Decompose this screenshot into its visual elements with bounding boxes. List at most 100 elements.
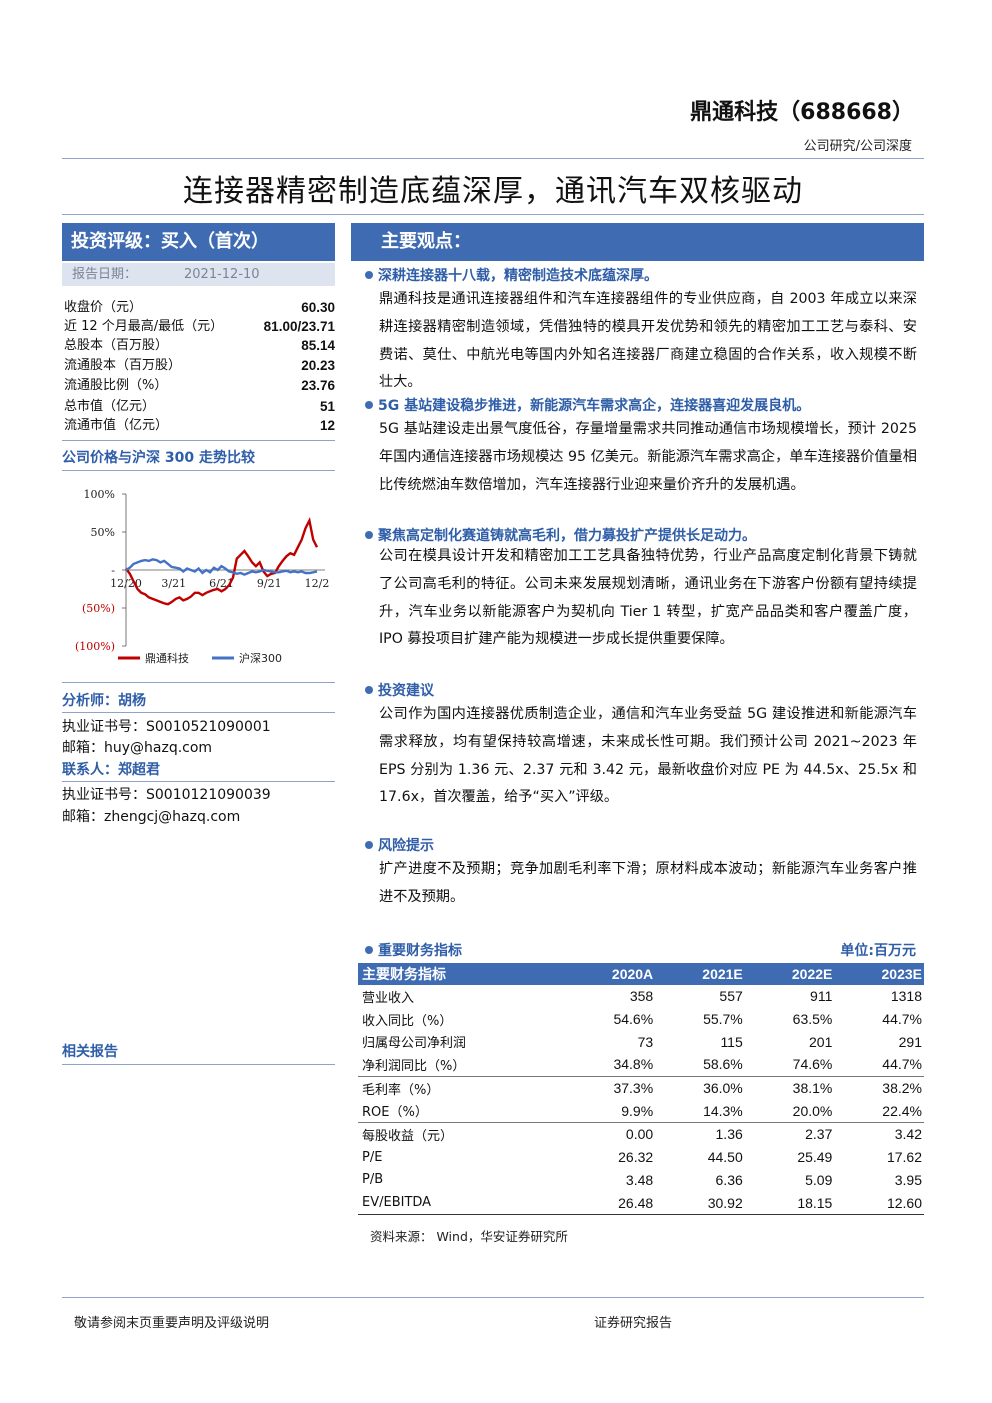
stat-label: 收盘价（元） (64, 300, 143, 315)
stat-value: 81.00/23.71 (263, 319, 335, 334)
table-cell: 44.50 (707, 1149, 743, 1166)
column-header: 主要财务指标 (358, 963, 564, 985)
table-cell: 3.42 (834, 1122, 924, 1146)
table-cell: 18.15 (744, 1191, 835, 1215)
stat-value: 60.30 (301, 300, 335, 315)
table-cell: 37.3% (564, 1075, 656, 1100)
financials-unit: 单位:百万元 (840, 943, 916, 959)
table-cell: 44.7% (882, 1011, 922, 1028)
main-views-heading: 主要观点： (351, 223, 924, 261)
header-divider (62, 158, 924, 159)
table-cell: 3.95 (894, 1171, 922, 1188)
row-label: P/E (362, 1149, 383, 1165)
table-cell: 34.8% (613, 1056, 654, 1073)
stat-value: 85.14 (301, 338, 335, 353)
y-tick-label: 50% (91, 526, 115, 539)
table-cell: 38.1% (744, 1075, 835, 1100)
row-label: 毛利率（%） (358, 1075, 564, 1100)
table-cell: 44.7% (882, 1056, 922, 1073)
table-cell: 25.49 (797, 1149, 833, 1166)
table-row: P/E 26.32 44.50 25.49 17.62 (358, 1146, 924, 1169)
table-cell: 30.92 (655, 1191, 745, 1215)
table-cell: 73 (637, 1033, 654, 1050)
table-row: EV/EBITDA 26.48 30.92 18.15 12.60 (358, 1191, 924, 1215)
table-row: 净利润同比（%） 34.8% 58.6% 74.6% 44.7% (358, 1053, 924, 1076)
x-tick-label: 12/2 (305, 577, 330, 590)
table-cell: 26.32 (618, 1149, 654, 1166)
view-bullet-text: 聚焦高定制化赛道铸就高毛利，借力募投扩产提供长足动力。 (378, 528, 756, 544)
report-date: 2021-12-10 (184, 267, 260, 282)
x-tick-label: 3/21 (161, 577, 186, 590)
footer-report-type: 证券研究报告 (594, 1316, 673, 1331)
data-source: 资料来源： Wind，华安证券研究所 (370, 1229, 568, 1244)
stat-label: 总股本（百万股） (64, 338, 169, 353)
y-tick-label: 100% (84, 488, 115, 501)
view-bullet-text: 深耕连接器十八载，精密制造技术底蕴深厚。 (378, 268, 658, 284)
table-cell: 2.37 (744, 1122, 835, 1146)
view-paragraph: 鼎通科技是通讯连接器组件和汽车连接器组件的专业供应商，自 2003 年成立以来深… (379, 291, 917, 391)
financials-heading: 重要财务指标 (365, 940, 462, 960)
investment-rating: 投资评级：买入（首次） (62, 223, 335, 261)
footer-disclaimer: 敬请参阅末页重要声明及评级说明 (74, 1316, 270, 1331)
table-cell: 3.48 (625, 1171, 654, 1188)
stat-label: 流通股比例（%） (64, 378, 168, 393)
row-label: 每股收益（元） (358, 1122, 564, 1146)
bullet-dot-icon (365, 271, 373, 279)
row-label: 净利润同比（%） (362, 1058, 466, 1074)
series-line-dingtong (125, 516, 319, 606)
table-cell: 22.4% (882, 1102, 922, 1119)
table-cell: 1.36 (655, 1122, 745, 1146)
table-cell: 36.0% (655, 1075, 745, 1100)
table-row: 归属母公司净利润 73 115 201 291 (358, 1030, 924, 1053)
table-cell: 5.09 (805, 1171, 833, 1188)
view-bullet: 聚焦高定制化赛道铸就高毛利，借力募投扩产提供长足动力。 (365, 525, 925, 545)
stat-value: 23.76 (301, 378, 335, 393)
section-divider (62, 440, 335, 441)
row-label: 收入同比（%） (362, 1013, 453, 1029)
stat-value: 12 (319, 418, 335, 433)
footer-divider (62, 1297, 924, 1298)
contact-name: 联系人：郑超君 (62, 762, 160, 778)
table-cell: 63.5% (792, 1011, 833, 1028)
section-divider (62, 470, 335, 471)
analyst-cert: 执业证书号：S0010521090001 (62, 719, 271, 735)
table-cell: 14.3% (703, 1102, 743, 1119)
bullet-dot-icon (365, 841, 373, 849)
table-row: P/B 3.48 6.36 5.09 3.95 (358, 1169, 924, 1192)
bullet-dot-icon (365, 686, 373, 694)
table-cell: 1318 (890, 988, 922, 1005)
row-label: 营业收入 (362, 990, 415, 1006)
legend-label: 沪深300 (239, 651, 282, 665)
stat-value: 20.23 (301, 358, 335, 373)
stat-row: 收盘价（元） 60.30 (62, 298, 335, 318)
table-cell: 20.0% (792, 1102, 833, 1119)
x-tick-label: 9/21 (257, 577, 282, 590)
table-cell: 358 (629, 988, 654, 1005)
contact-email[interactable]: 邮箱：zhengcj@hazq.com (62, 809, 241, 825)
table-row: ROE（%） 9.9% 14.3% 20.0% 22.4% (358, 1099, 924, 1122)
stat-label: 流通市值（亿元） (64, 418, 169, 433)
view-bullet: 投资建议 (365, 680, 925, 700)
report-category: 公司研究/公司深度 (803, 139, 912, 154)
stat-row: 总市值（亿元） 51 (62, 397, 335, 417)
section-divider (62, 1064, 335, 1065)
view-paragraph: 公司在模具设计开发和精密加工工艺具备独特优势，行业产品高度定制化背景下铸就了公司… (379, 548, 917, 648)
y-tick-label: - (111, 564, 115, 577)
table-cell: 26.48 (564, 1191, 656, 1215)
table-cell: 74.6% (792, 1056, 833, 1073)
table-cell: 9.9% (621, 1102, 654, 1119)
related-reports-heading: 相关报告 (62, 1044, 118, 1060)
financials-table: 主要财务指标 2020A 2021E 2022E 2023E 营业收入 358 55… (358, 963, 924, 1215)
table-cell: 6.36 (715, 1171, 743, 1188)
price-comparison-chart: 100%50%-(50%)(100%) 12/20 3/21 6/21 9/21 12/… (75, 488, 330, 665)
table-cell: 201 (809, 1033, 833, 1050)
table-row: 毛利率（%） 37.3% 36.0% 38.1% 38.2% (358, 1075, 924, 1100)
stat-label: 流通股本（百万股） (64, 358, 182, 373)
bullet-dot-icon (365, 531, 373, 539)
report-date-bar: 报告日期： 2021-12-10 (62, 263, 335, 286)
view-paragraph: 公司作为国内连接器优质制造企业，通信和汽车业务受益 5G 建设推进和新能源汽车需… (379, 706, 917, 806)
company-name: 鼎通科技（688668） (690, 100, 914, 125)
analyst-email[interactable]: 邮箱：huy@hazq.com (62, 740, 213, 756)
legend-label: 鼎通科技 (145, 651, 189, 665)
y-tick-label: (50%) (82, 602, 115, 615)
